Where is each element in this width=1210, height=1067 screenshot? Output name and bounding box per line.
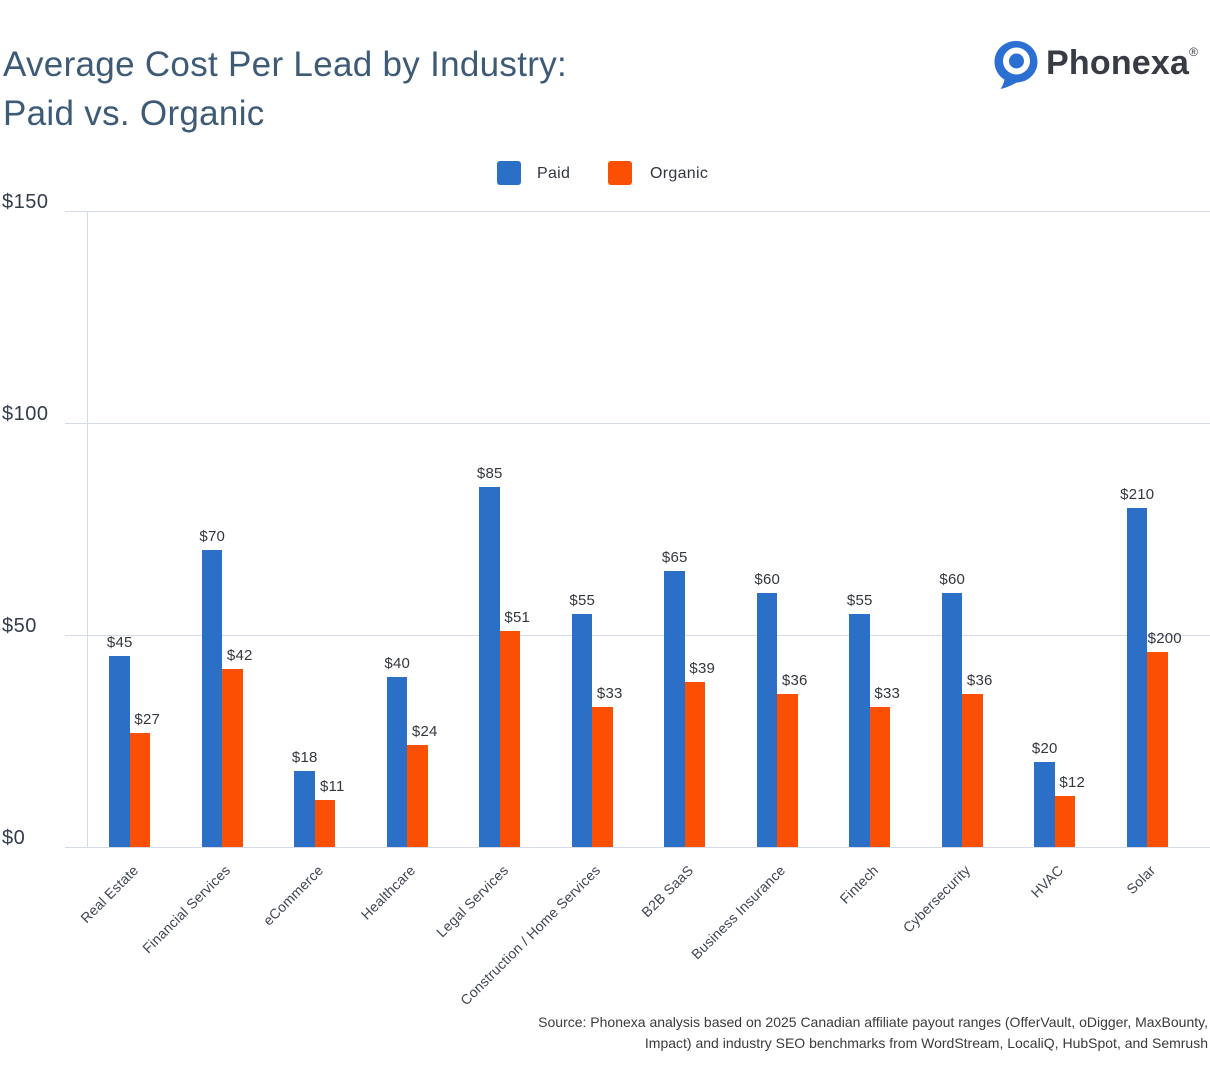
bar-paid-ecommerce — [294, 770, 315, 847]
legend-swatch-organic — [608, 161, 632, 185]
bar-paid-real-estate — [109, 656, 130, 847]
bar-value-label: $39 — [689, 659, 716, 677]
bar-organic-cybersecurity — [962, 694, 983, 847]
x-axis-label: Legal Services — [432, 862, 511, 941]
bar-organic-legal-services — [499, 630, 520, 847]
bar-paid-legal-services — [479, 486, 500, 847]
bar-value-label: $18 — [291, 748, 318, 766]
bar-value-label: $33 — [874, 685, 901, 703]
phonexa-wordmark: Phonexa® — [1046, 44, 1198, 83]
page-title: Average Cost Per Lead by Industry: Paid … — [3, 40, 567, 138]
x-axis-label: Financial Services — [139, 862, 234, 957]
source-note-line2: Impact) and industry SEO benchmarks from… — [644, 1035, 1208, 1051]
bar-value-label: $24 — [411, 723, 438, 741]
bar-paid-business-insurance — [756, 592, 777, 847]
bar-value-label: $70 — [199, 528, 226, 546]
bar-value-label: $36 — [781, 672, 808, 690]
bar-value-label: $20 — [1031, 740, 1058, 758]
bar-value-label: $200 — [1147, 629, 1182, 647]
bar-organic-financial-services — [222, 668, 243, 847]
bar-organic-ecommerce — [314, 800, 335, 847]
brand-name: Phonexa — [1046, 44, 1190, 82]
legend-label-organic: Organic — [650, 165, 709, 182]
phonexa-logo: Phonexa® — [993, 38, 1208, 92]
y-tick-label: $150 — [2, 191, 49, 213]
bar-value-label: $65 — [661, 549, 688, 567]
bar-paid-healthcare — [386, 677, 407, 847]
bar-organic-business-insurance — [777, 694, 798, 847]
gridline-100 — [65, 423, 1210, 424]
registered-mark: ® — [1189, 45, 1199, 59]
source-note: Source: Phonexa analysis based on 2025 C… — [488, 1012, 1208, 1054]
phonexa-pin-icon — [994, 41, 1038, 89]
bar-organic-real-estate — [129, 732, 150, 847]
bar-value-label: $55 — [569, 591, 596, 609]
x-axis-label: Healthcare — [357, 862, 419, 923]
x-axis-line — [65, 847, 1210, 848]
bar-value-label: $85 — [476, 464, 503, 482]
bar-value-label: $40 — [384, 655, 411, 673]
bar-value-label: $27 — [134, 710, 161, 728]
bar-organic-hvac — [1054, 796, 1075, 847]
bar-paid-cybersecurity — [941, 592, 962, 847]
bar-paid-b2b-saas — [664, 571, 685, 847]
bar-organic-b2b-saas — [684, 681, 705, 847]
bar-value-label: $60 — [754, 570, 781, 588]
page-title-line2: Paid vs. Organic — [3, 94, 265, 133]
bar-organic-construction-home-services — [592, 707, 613, 847]
bar-organic-fintech — [869, 707, 890, 847]
bar-value-label: $210 — [1120, 485, 1155, 503]
bar-paid-construction-home-services — [571, 613, 592, 847]
legend-label-paid: Paid — [537, 165, 571, 182]
bar-value-label: $36 — [966, 672, 993, 690]
bar-value-label: $51 — [504, 608, 531, 626]
gridline-50 — [65, 635, 1210, 636]
y-axis-line — [87, 211, 88, 847]
y-tick-label: $0 — [2, 827, 26, 849]
source-note-line1: Source: Phonexa analysis based on 2025 C… — [538, 1014, 1208, 1030]
bar-value-label: $45 — [106, 634, 133, 652]
y-tick-label: $50 — [2, 615, 37, 637]
bar-paid-solar — [1126, 507, 1147, 847]
bar-paid-financial-services — [201, 550, 222, 847]
bar-paid-hvac — [1034, 762, 1055, 847]
x-axis-label: eCommerce — [259, 862, 326, 929]
legend-swatch-paid — [497, 161, 521, 185]
bar-organic-healthcare — [407, 745, 428, 847]
bar-value-label: $12 — [1059, 774, 1086, 792]
bar-value-label: $60 — [939, 570, 966, 588]
bar-paid-fintech — [849, 613, 870, 847]
page-title-line1: Average Cost Per Lead by Industry: — [3, 45, 568, 84]
bar-value-label: $33 — [596, 685, 623, 703]
bar-value-label: $11 — [319, 778, 345, 796]
bar-value-label: $55 — [846, 591, 873, 609]
gridline-150 — [65, 211, 1210, 212]
bar-organic-solar — [1147, 651, 1168, 847]
bar-value-label: $42 — [226, 646, 253, 664]
y-tick-label: $100 — [2, 403, 49, 425]
